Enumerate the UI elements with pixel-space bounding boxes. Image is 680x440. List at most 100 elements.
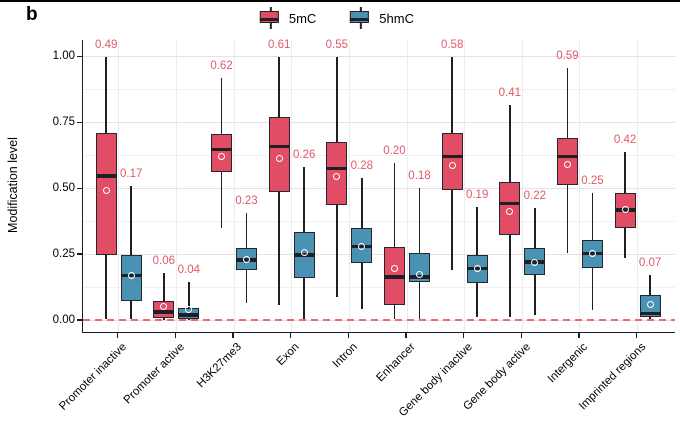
major-gridline xyxy=(83,253,675,255)
box-5hmC-gene-body-inactive-whisker-upper xyxy=(476,206,478,255)
legend-item-5hmc: 5hmC xyxy=(350,7,414,29)
box-5hmC-promoter-inactive-whisker-lower xyxy=(130,300,132,320)
box-5hmC-intron-whisker-upper xyxy=(361,178,363,229)
box-5mC-promoter-active-mean-label: 0.06 xyxy=(152,255,176,268)
vertical-gridline xyxy=(637,40,639,332)
y-axis-tick xyxy=(77,121,82,124)
box-5mC-h3k27me3-mean-label: 0.62 xyxy=(210,60,233,73)
boxplot-glyph-icon xyxy=(259,7,282,29)
box-5mC-imprinted-regions-whisker-lower xyxy=(624,228,626,259)
box-5mC-gene-body-inactive-whisker-upper xyxy=(451,56,453,134)
plot-panel: 0.49 0.06 0.62 0.61 0.55 0.20 0.58 0.41 0.59 0.42… xyxy=(82,38,675,333)
legend-label-5hmc: 5hmC xyxy=(379,10,414,26)
legend-label-5mc: 5mC xyxy=(288,10,317,26)
minor-gridline xyxy=(83,220,675,222)
box-5mC-gene-body-active-whisker-upper xyxy=(509,104,511,182)
y-tick-label: 0.25 xyxy=(52,247,75,260)
box-5hmC-intron-mean-label: 0.28 xyxy=(350,160,374,173)
box-5mC-enhancer-whisker-upper xyxy=(393,163,396,247)
box-5hmC-exon-mean-label: 0.26 xyxy=(292,149,316,162)
box-5hmC-exon-whisker-lower xyxy=(303,278,305,320)
box-5mC-promoter-active-median xyxy=(153,310,175,314)
box-5mC-intergenic-mean-dot xyxy=(563,161,571,169)
box-5mC-intron-whisker-lower xyxy=(336,204,338,297)
x-axis-tick xyxy=(405,333,407,338)
box-5mC-promoter-inactive-mean-label: 0.49 xyxy=(94,38,118,51)
box-5mC-gene-body-active-median xyxy=(499,201,521,206)
box-5mC-enhancer-median xyxy=(384,275,405,279)
x-axis-tick xyxy=(289,333,292,338)
box-5mC-imprinted-regions-mean-dot xyxy=(621,205,629,213)
box-5hmC-promoter-inactive-whisker-upper xyxy=(130,185,132,255)
box-5hmC-gene-body-inactive-whisker-lower xyxy=(476,283,478,317)
vertical-gridline xyxy=(291,40,293,332)
box-5hmC-gene-body-active-whisker-upper xyxy=(534,208,536,249)
box-5mC-h3k27me3-mean-dot xyxy=(218,153,226,161)
box-5mC-gene-body-active-mean-dot xyxy=(506,208,514,216)
vertical-gridline xyxy=(521,40,523,332)
x-axis-tick xyxy=(578,333,580,338)
box-5hmC-enhancer-mean-dot xyxy=(416,271,423,279)
box-5hmC-h3k27me3-whisker-lower xyxy=(245,269,248,304)
box-5hmC-promoter-inactive-mean-label: 0.17 xyxy=(119,167,143,180)
box-5mC-exon-mean-label: 0.61 xyxy=(267,38,291,51)
box-5hmC-promoter-active-mean-label: 0.04 xyxy=(177,263,201,276)
box-5mC-h3k27me3-whisker-upper xyxy=(220,78,223,134)
minor-gridline xyxy=(83,154,675,156)
box-5mC-promoter-inactive-whisker-upper xyxy=(105,56,107,133)
legend-item-5mc: 5mC xyxy=(259,7,317,29)
box-5mC-h3k27me3 xyxy=(211,133,233,172)
box-5mC-enhancer-whisker-lower xyxy=(393,304,396,319)
box-5mC-intergenic-whisker-upper xyxy=(566,68,569,139)
y-tick-label: 0.50 xyxy=(52,181,75,194)
y-axis-title: Modification level xyxy=(6,137,20,233)
box-5hmC-promoter-active-whisker-upper xyxy=(188,281,190,309)
box-5mC-promoter-inactive-whisker-lower xyxy=(105,254,107,319)
box-5hmC-h3k27me3-mean-label: 0.23 xyxy=(235,195,258,208)
box-5hmC-intergenic-whisker-lower xyxy=(591,268,594,310)
figure-top-border xyxy=(0,0,680,2)
boxplot-glyph-icon xyxy=(350,7,372,29)
box-5mC-h3k27me3-median xyxy=(211,147,233,152)
box-5hmC-enhancer-mean-label: 0.18 xyxy=(408,170,431,183)
box-5mC-intron-mean-dot xyxy=(333,173,341,180)
y-tick-label: 0.75 xyxy=(52,116,75,129)
major-gridline xyxy=(83,122,675,124)
box-5mC-gene-body-inactive-mean-label: 0.58 xyxy=(440,38,464,51)
box-5mC-intergenic-mean-label: 0.59 xyxy=(556,50,579,63)
box-5mC-promoter-active-whisker-upper xyxy=(163,273,165,302)
box-5hmC-gene-body-active-whisker-lower xyxy=(534,274,536,315)
y-axis-tick xyxy=(77,187,82,190)
y-axis-tick xyxy=(77,319,82,321)
x-axis-tick xyxy=(462,333,465,338)
box-5hmC-imprinted-regions-mean-dot xyxy=(646,301,654,309)
x-category-label: Intergenic xyxy=(546,341,591,386)
box-5mC-exon-median xyxy=(268,145,290,149)
x-category-label: Promoter inactive xyxy=(57,341,130,413)
vertical-gridline xyxy=(464,40,466,332)
box-5hmC-promoter-active-whisker-lower xyxy=(188,318,190,320)
box-5mC-promoter-inactive-median xyxy=(95,174,117,178)
box-5hmC-exon-whisker-upper xyxy=(303,167,305,232)
box-5hmC-gene-body-inactive-mean-dot xyxy=(473,264,481,272)
vertical-gridline xyxy=(348,40,350,332)
box-5mC-h3k27me3-whisker-lower xyxy=(220,171,223,229)
panel-label: b xyxy=(26,4,38,25)
box-5hmC-imprinted-regions-whisker-lower xyxy=(649,316,651,320)
x-axis-tick xyxy=(347,333,350,338)
x-category-label: H3K27me3 xyxy=(195,341,245,391)
box-5mC-promoter-active-mean-dot xyxy=(160,303,168,311)
y-axis-tick xyxy=(77,253,82,255)
y-tick-label: 1.00 xyxy=(52,50,75,63)
box-5hmC-imprinted-regions-mean-label: 0.07 xyxy=(638,256,662,269)
box-5mC-intergenic-whisker-lower xyxy=(566,184,569,254)
box-5hmC-exon-mean-dot xyxy=(300,248,308,256)
box-5mC-imprinted-regions-mean-label: 0.42 xyxy=(613,133,637,146)
box-5hmC-intron-mean-dot xyxy=(358,242,366,250)
box-5hmC-gene-body-inactive-mean-label: 0.19 xyxy=(465,188,489,201)
x-category-label: Enhancer xyxy=(374,341,418,385)
box-5mC-promoter-inactive-mean-dot xyxy=(102,187,110,195)
box-5hmC-h3k27me3-mean-dot xyxy=(243,255,251,263)
box-5hmC-imprinted-regions-median xyxy=(639,311,661,316)
y-tick-label: 0.00 xyxy=(52,313,75,326)
